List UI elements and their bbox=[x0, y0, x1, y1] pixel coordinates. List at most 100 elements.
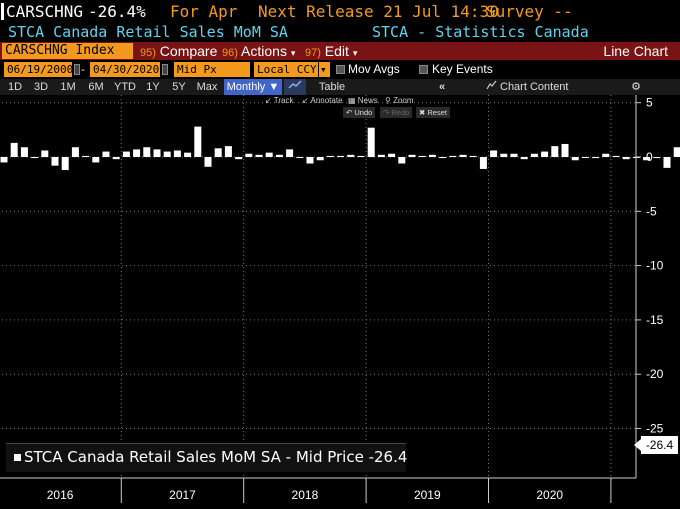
price-field-select[interactable]: Mid Px bbox=[174, 62, 250, 77]
chart-bar bbox=[500, 153, 508, 157]
calendar-icon[interactable] bbox=[74, 64, 80, 75]
collapse-left-icon[interactable]: « bbox=[438, 81, 446, 93]
chart-grid bbox=[2, 95, 636, 478]
period-button-3d[interactable]: 3D bbox=[33, 81, 49, 93]
title-bar: CARSCHNG -26.4% For Apr Next Release 21 … bbox=[0, 0, 680, 23]
chart-bar bbox=[357, 155, 365, 157]
period-button-6m[interactable]: 6M bbox=[88, 81, 104, 93]
chart-bar bbox=[418, 155, 426, 157]
compare-menu[interactable]: 95) Compare bbox=[140, 43, 217, 61]
y-tick-label: 0 bbox=[646, 150, 653, 164]
y-tick-label: 5 bbox=[646, 96, 653, 110]
annotate-tool[interactable]: ↙ Annotate bbox=[302, 96, 343, 105]
chart-bar bbox=[561, 143, 569, 157]
chart-bar bbox=[71, 147, 79, 157]
chart-bar bbox=[449, 155, 457, 157]
actions-menu[interactable]: 96) Actions ▾ bbox=[222, 43, 295, 61]
period-button-max[interactable]: Max bbox=[196, 81, 218, 93]
chart-bar bbox=[347, 154, 355, 157]
chevron-down-icon: ▾ bbox=[290, 48, 296, 58]
frequency-label: Monthly bbox=[226, 81, 266, 93]
reset-label: Reset bbox=[427, 108, 447, 117]
security-field[interactable]: CARSCHNG Index bbox=[2, 43, 133, 59]
reset-button[interactable]: ✖ Reset bbox=[416, 107, 450, 118]
edit-label: Edit bbox=[324, 43, 349, 59]
chart-bar bbox=[0, 157, 8, 163]
chart-bars bbox=[0, 126, 680, 171]
chart-bar bbox=[235, 157, 243, 160]
edit-menu[interactable]: 97) Edit ▾ bbox=[305, 43, 357, 61]
key-events-checkbox[interactable] bbox=[419, 65, 428, 74]
chart-bar bbox=[51, 157, 59, 166]
calendar-icon[interactable] bbox=[162, 64, 168, 75]
chart-type-label[interactable]: Line Chart bbox=[603, 43, 668, 59]
period-label: For Apr bbox=[170, 2, 238, 21]
zoom-label: Zoom bbox=[393, 96, 414, 105]
frequency-select[interactable]: Monthly ▼ bbox=[224, 79, 282, 95]
y-tick-label: -5 bbox=[646, 204, 657, 218]
y-tick-label: -15 bbox=[646, 313, 664, 327]
gear-icon[interactable]: ⚙ bbox=[631, 81, 641, 93]
x-tick-label: 2019 bbox=[414, 488, 441, 502]
table-button[interactable]: Table bbox=[318, 81, 346, 93]
chart-bar bbox=[367, 127, 375, 157]
chart-bar bbox=[204, 157, 212, 167]
chart-bar bbox=[663, 157, 671, 168]
end-date-field[interactable]: 04/30/2020 bbox=[90, 62, 160, 77]
chart-bar bbox=[428, 154, 436, 157]
chart-bar bbox=[469, 155, 477, 157]
chart-bar bbox=[133, 149, 141, 157]
chart-bar bbox=[602, 153, 610, 157]
chart-bar bbox=[622, 157, 630, 160]
redo-button[interactable]: ↷ Redo bbox=[380, 107, 413, 118]
y-tick-label: -10 bbox=[646, 259, 664, 273]
chart-bar bbox=[153, 149, 161, 157]
track-tool[interactable]: ↙ Track bbox=[265, 96, 294, 105]
chart-bar bbox=[408, 154, 416, 157]
latest-value: -26.4% bbox=[88, 2, 146, 21]
chart-bar bbox=[143, 147, 151, 157]
annotate-label: Annotate bbox=[310, 96, 343, 105]
chart-content-button[interactable]: Chart Content bbox=[500, 81, 569, 93]
chart-bar bbox=[592, 157, 600, 159]
period-button-1y[interactable]: 1Y bbox=[146, 81, 160, 93]
chart-bar bbox=[173, 150, 181, 157]
chart-bar bbox=[92, 157, 100, 163]
chart-content-icon bbox=[484, 79, 498, 95]
period-button-1m[interactable]: 1M bbox=[60, 81, 76, 93]
chart-bar bbox=[102, 151, 110, 157]
ticker-label: CARSCHNG bbox=[6, 2, 84, 21]
chart-bar bbox=[581, 157, 589, 158]
track-label: Track bbox=[273, 96, 294, 105]
x-tick-label: 2017 bbox=[169, 488, 196, 502]
mov-avgs-checkbox[interactable] bbox=[336, 65, 345, 74]
undo-button[interactable]: ↶ Undo bbox=[343, 107, 376, 118]
zoom-tool[interactable]: ⚲ Zoom bbox=[385, 96, 414, 105]
chart-bar bbox=[265, 152, 273, 157]
period-button-ytd[interactable]: YTD bbox=[114, 81, 136, 93]
menu-bar: CARSCHNG Index 95) Compare 96) Actions ▾… bbox=[0, 42, 680, 60]
y-tick-label: -20 bbox=[646, 367, 664, 381]
x-tick-label: 2018 bbox=[292, 488, 319, 502]
y-axis: 5 0 -5 -10 -15 -20 -25 bbox=[635, 95, 664, 478]
period-button-1d[interactable]: 1D bbox=[7, 81, 23, 93]
key-events-label: Key Events bbox=[432, 62, 493, 76]
chart-bar bbox=[388, 153, 396, 157]
currency-select[interactable]: Local CCY bbox=[254, 62, 318, 77]
chart-bar bbox=[377, 154, 385, 157]
news-tool[interactable]: ▦ News bbox=[348, 96, 378, 105]
chevron-down-icon: ▼ bbox=[268, 81, 280, 93]
period-button-5y[interactable]: 5Y bbox=[172, 81, 186, 93]
chart-bar bbox=[306, 157, 314, 164]
chart-bar bbox=[673, 147, 680, 157]
chart-bar bbox=[122, 151, 130, 157]
line-chart-icon[interactable] bbox=[284, 79, 306, 95]
news-label: News bbox=[357, 96, 378, 105]
chart-bar bbox=[82, 155, 90, 157]
start-date-field[interactable]: 06/19/2000 bbox=[4, 62, 73, 77]
chart-bar bbox=[479, 157, 487, 169]
legend-text: STCA Canada Retail Sales MoM SA - Mid Pr… bbox=[24, 448, 408, 466]
chevron-down-icon[interactable]: ▾ bbox=[319, 62, 330, 77]
chart-bar bbox=[31, 157, 39, 159]
compare-hotkey: 95) bbox=[140, 47, 156, 59]
